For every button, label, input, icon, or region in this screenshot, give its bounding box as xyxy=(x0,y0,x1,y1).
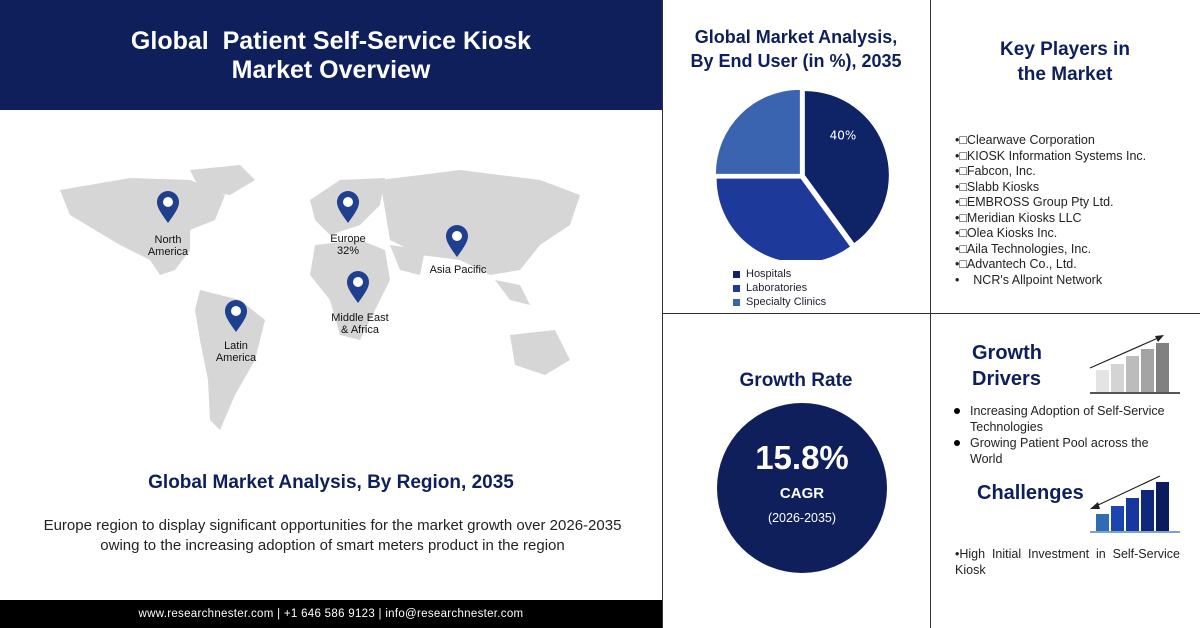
map-pin-icon[interactable] xyxy=(224,299,248,333)
pie-legend: Hospitals Laboratories Specialty Clinics xyxy=(733,267,826,309)
growth-rate-title: Growth Rate xyxy=(739,370,853,391)
title-line-2: Market Overview xyxy=(231,56,431,84)
challenge-item: •High Initial Investment in Self-Service… xyxy=(955,547,1180,577)
player-item: •□Olea Kiosks Inc. xyxy=(955,226,1058,240)
cagr-circle: 15.8% CAGR (2026-2035) xyxy=(717,403,887,573)
legend-swatch xyxy=(733,284,740,292)
map-pin-icon[interactable] xyxy=(445,224,469,258)
footer-contact: www.researchnester.com | +1 646 586 9123… xyxy=(0,600,662,628)
growth-chart-icon xyxy=(1089,335,1180,394)
legend-item: Hospitals xyxy=(733,267,826,281)
map-pin-icon[interactable] xyxy=(336,190,360,224)
player-item: •□Fabcon, Inc. xyxy=(955,164,1036,178)
player-item: •□Meridian Kiosks LLC xyxy=(955,210,1082,225)
world-map xyxy=(60,165,580,430)
decline-chart-icon xyxy=(1090,475,1180,533)
region-description: Europe region to display significant opp… xyxy=(43,517,622,554)
region-label-europe: Europe 32% xyxy=(330,233,366,257)
cagr-label: CAGR xyxy=(779,485,825,502)
pie-chart: 40% xyxy=(715,90,889,260)
player-item: •□Advantech Co., Ltd. xyxy=(955,257,1077,271)
key-players-list: •□Clearwave Corporation •□KIOSK Informat… xyxy=(955,133,1146,288)
legend-label: Specialty Clinics xyxy=(746,296,827,308)
pie-slice-specialty-clinics xyxy=(715,90,800,174)
map-pin-icon[interactable] xyxy=(156,190,180,224)
key-players-title: Key Players in the Market xyxy=(1000,39,1130,85)
title-line-1: Global Patient Self-Service Kiosk xyxy=(130,27,532,55)
legend-item: Laboratories xyxy=(733,281,826,295)
challenges-title: Challenges xyxy=(977,482,1084,504)
player-item: •□EMBROSS Group Pty Ltd. xyxy=(955,195,1114,209)
divider xyxy=(930,0,931,628)
region-label-mea: Middle East & Africa xyxy=(331,312,389,336)
map-pin-icon[interactable] xyxy=(346,270,370,304)
legend-swatch xyxy=(733,298,740,306)
pie-slice-hospitals xyxy=(804,91,889,244)
legend-item: Specialty Clinics xyxy=(733,295,826,309)
player-item: •□Clearwave Corporation xyxy=(955,133,1095,147)
drivers-list: Increasing Adoption of Self-Service Tech… xyxy=(950,403,1180,467)
divider xyxy=(662,0,663,628)
legend-swatch xyxy=(733,270,740,278)
legend-label: Laboratories xyxy=(746,282,808,294)
legend-label: Hospitals xyxy=(746,268,792,280)
divider xyxy=(662,313,1200,314)
player-item: •□Aila Technologies, Inc. xyxy=(955,241,1092,256)
cagr-value: 15.8% xyxy=(755,439,849,476)
player-item: • NCR's Allpoint Network xyxy=(955,272,1103,287)
pie-data-label: 40% xyxy=(830,129,857,143)
region-label-north-america: North America xyxy=(147,234,189,258)
header-banner: Global Patient Self-Service Kiosk Market… xyxy=(0,0,662,110)
end-user-title: Global Market Analysis, By End User (in %… xyxy=(690,27,902,71)
player-item: •□Slabb Kiosks xyxy=(955,179,1040,194)
region-label-asia-pacific: Asia Pacific xyxy=(429,264,487,276)
region-label-latin-america: Latin America xyxy=(215,340,257,364)
pie-slice-laboratories xyxy=(716,178,851,260)
player-item: •□KIOSK Information Systems Inc. xyxy=(955,148,1147,163)
drivers-title: Growth Drivers xyxy=(972,342,1042,390)
driver-item: Increasing Adoption of Self-Service Tech… xyxy=(950,403,1180,435)
region-title: Global Market Analysis, By Region, 2035 xyxy=(148,472,514,493)
driver-item: Growing Patient Pool across the World xyxy=(950,435,1180,467)
cagr-period: (2026-2035) xyxy=(767,511,837,525)
